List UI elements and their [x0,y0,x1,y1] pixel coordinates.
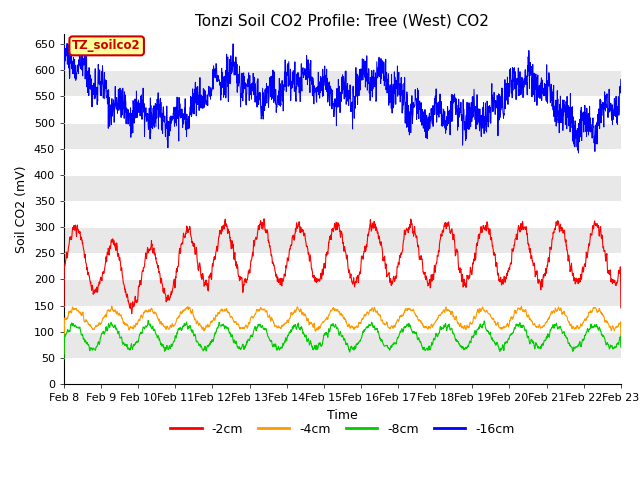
Title: Tonzi Soil CO2 Profile: Tree (West) CO2: Tonzi Soil CO2 Profile: Tree (West) CO2 [195,13,490,28]
Bar [64,122,621,149]
Bar [64,227,621,253]
Text: TZ_soilco2: TZ_soilco2 [72,39,141,52]
Legend: -2cm, -4cm, -8cm, -16cm: -2cm, -4cm, -8cm, -16cm [165,418,520,441]
Bar [64,175,621,201]
Y-axis label: Soil CO2 (mV): Soil CO2 (mV) [15,165,28,252]
Bar [64,332,621,358]
X-axis label: Time: Time [327,408,358,421]
Bar [64,279,621,306]
Bar [64,70,621,96]
